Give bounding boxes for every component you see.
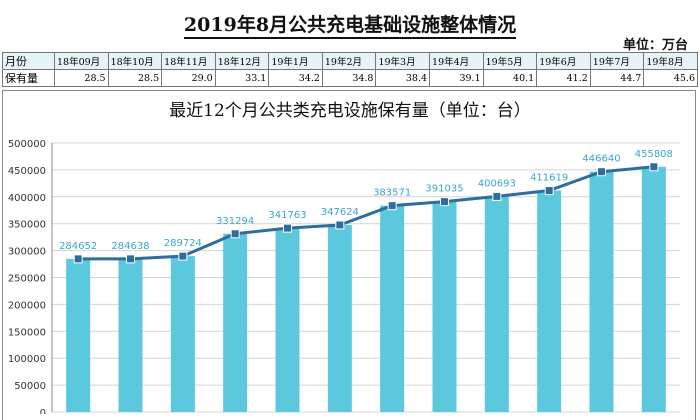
data-label: 391035: [425, 184, 463, 195]
title-month: 8: [255, 14, 270, 36]
table-value-cell: 41.2: [536, 69, 591, 87]
table-value-row: 保有量 28.5 28.5 29.0 33.1 34.2 34.8 38.4 39.1 40.1…: [2, 69, 698, 87]
table-header-label: 月份: [2, 52, 55, 70]
data-label: 284652: [59, 241, 97, 252]
bar: [537, 190, 562, 412]
bar: [66, 258, 91, 412]
y-tick-label: 100000: [8, 354, 46, 365]
table-month-cell: 19年2月: [321, 52, 377, 70]
y-tick-label: 450000: [8, 166, 46, 177]
bar: [327, 224, 352, 412]
y-tick-label: 50000: [14, 381, 46, 392]
bar: [641, 166, 666, 412]
data-label: 331294: [216, 216, 254, 227]
data-labels: 284652 284638 289724 331294 341763 347624 3835…: [59, 149, 673, 252]
data-table: 月份 18年09月 18年10月 18年11月 18年12月 19年1月 19年2月 19年…: [2, 52, 698, 87]
line-marker: [126, 254, 135, 264]
table-month-cell: 19年7月: [589, 52, 645, 70]
line-series: [73, 162, 659, 264]
bar: [589, 171, 614, 412]
data-label: 383571: [373, 188, 411, 199]
bar: [170, 256, 195, 412]
line-marker: [387, 201, 397, 211]
bar: [118, 258, 143, 412]
y-tick-label: 350000: [8, 220, 46, 231]
y-tick-label: 250000: [8, 274, 46, 285]
title-year-suffix: 年: [236, 14, 256, 36]
table-value-cell: 38.4: [375, 69, 431, 87]
bar: [484, 196, 509, 412]
table-header-row: 月份 18年09月 18年10月 18年11月 18年12月 19年1月 19年2月 19年…: [2, 52, 698, 70]
data-label: 446640: [582, 154, 620, 165]
bar: [432, 201, 457, 412]
bar-series: [66, 166, 666, 412]
line-marker: [544, 186, 554, 196]
data-label: 347624: [321, 207, 359, 218]
table-value-cell: 45.6: [643, 69, 698, 87]
data-label: 284638: [111, 241, 149, 252]
line-marker: [492, 191, 502, 201]
table-value-cell: 28.5: [107, 69, 163, 87]
y-tick-label: 500000: [8, 139, 46, 150]
data-label: 341763: [268, 210, 306, 221]
table-month-cell: 19年5月: [482, 52, 538, 70]
data-label: 289724: [164, 238, 202, 249]
y-tick-label: 300000: [8, 247, 46, 258]
table-month-cell: 18年12月: [214, 52, 270, 70]
line-marker: [73, 254, 83, 264]
data-label: 455808: [635, 149, 673, 160]
line-marker: [440, 197, 449, 207]
bar: [275, 228, 300, 412]
line-marker: [649, 162, 659, 172]
line-marker: [283, 223, 292, 233]
chart-frame: [2, 90, 696, 420]
chart-title: 最近12个月公共类充电设施保有量（单位：台）: [169, 101, 531, 121]
line-marker: [178, 251, 188, 261]
unit-label: 单位：万台: [622, 38, 688, 53]
y-tick-label: 0: [40, 408, 46, 414]
y-tick-label: 200000: [8, 300, 46, 311]
line-marker: [335, 220, 345, 230]
y-axis: 0 50000 100000 150000 200000 250000 300000 3500…: [8, 139, 53, 414]
table-month-cell: 18年11月: [161, 52, 216, 70]
bar: [223, 233, 248, 412]
line-marker: [597, 167, 606, 177]
y-tick-label: 400000: [8, 193, 46, 204]
title-year: 2019: [183, 14, 237, 36]
data-label: 400693: [478, 178, 516, 189]
line-marker: [230, 229, 240, 239]
trend-line: [78, 165, 654, 261]
bar: [380, 205, 405, 412]
chart-grid: [52, 142, 680, 413]
page-title: 2019年8月公共充电基础设施整体情况: [0, 10, 700, 39]
data-label: 411619: [530, 173, 568, 184]
table-month-cell: 19年1月: [268, 52, 323, 70]
table-month-cell: 18年09月: [54, 52, 109, 70]
y-tick-label: 150000: [8, 327, 46, 338]
table-month-cell: 19年6月: [536, 52, 591, 70]
table-row-label: 保有量: [2, 69, 55, 87]
page-title-text: 2019年8月公共充电基础设施整体情况: [183, 14, 517, 39]
title-rest: 月公共充电基础设施整体情况: [269, 14, 517, 36]
